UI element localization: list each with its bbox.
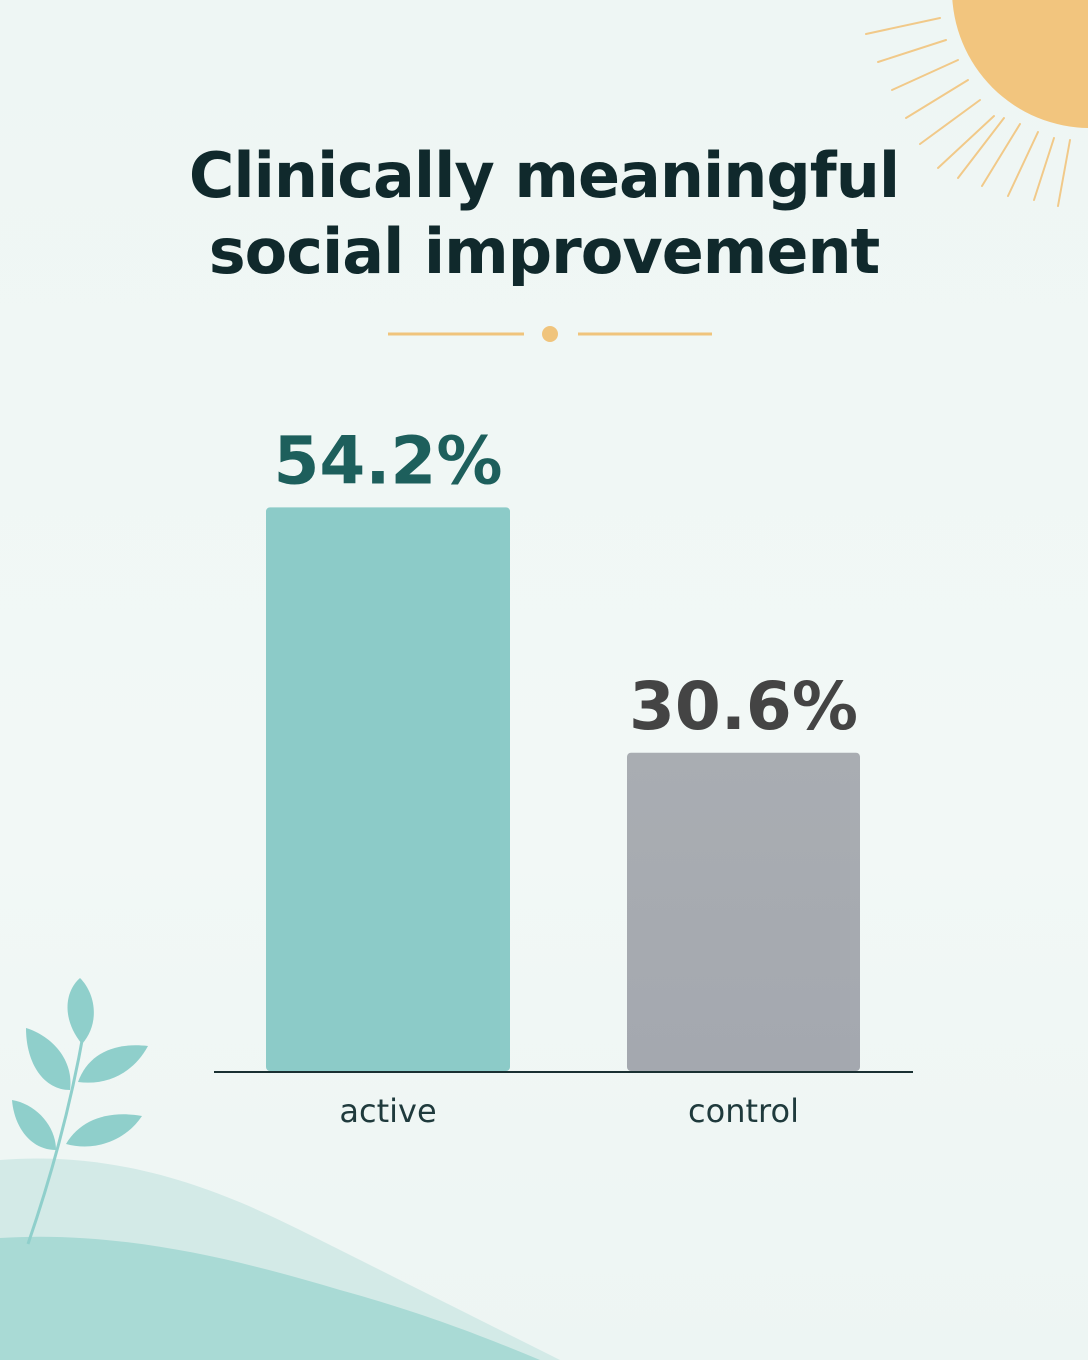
bar-active (266, 507, 510, 1071)
value-label-control: 30.6% (629, 668, 858, 745)
hills-decoration (0, 1158, 560, 1360)
value-label-active: 54.2% (274, 422, 503, 499)
plant-icon (12, 978, 148, 1245)
chart-title-line-1: Clinically meaningful (188, 139, 900, 212)
bar-control (627, 752, 860, 1071)
category-label-active: active (339, 1092, 436, 1130)
title-divider (388, 326, 712, 342)
chart-title-line-2: social improvement (208, 215, 880, 288)
sun-icon (865, 0, 1088, 207)
category-label-control: control (688, 1092, 799, 1130)
chart-title: Clinically meaningful social improvement (0, 138, 1088, 290)
